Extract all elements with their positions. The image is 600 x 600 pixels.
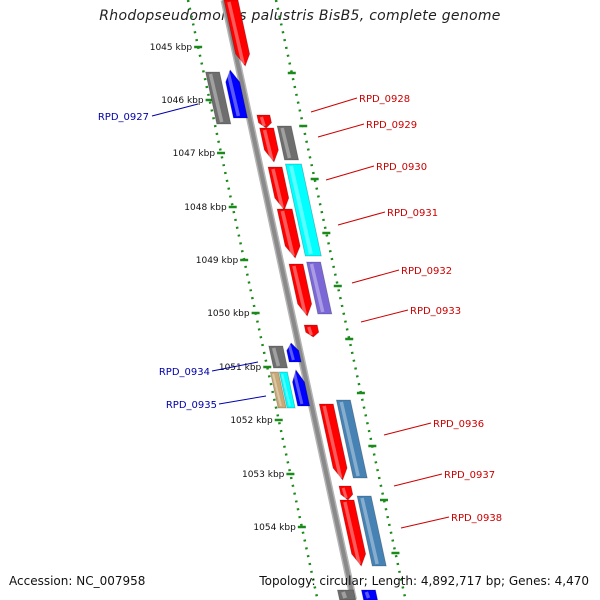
gene-label: RPD_0932 bbox=[401, 266, 452, 277]
gene-arrow bbox=[268, 345, 288, 369]
scale-label: 1047 kbp bbox=[173, 149, 216, 159]
gene-highlight bbox=[289, 165, 313, 255]
gene-label: RPD_0931 bbox=[387, 208, 438, 219]
gene-highlight bbox=[364, 591, 371, 599]
gene-leader-line bbox=[218, 395, 267, 405]
gene-highlight bbox=[208, 73, 224, 123]
gene-arrow bbox=[318, 403, 348, 481]
gene-highlight bbox=[227, 1, 245, 65]
gene-label: RPD_0937 bbox=[444, 470, 495, 481]
gene-arrow bbox=[259, 127, 279, 163]
gene-arrow bbox=[356, 495, 387, 567]
gene-leader-line bbox=[400, 516, 450, 529]
gene-highlight bbox=[271, 347, 281, 367]
scale-line-right bbox=[274, 0, 407, 600]
gene-leader-line bbox=[337, 211, 386, 226]
gene-arrow bbox=[269, 371, 287, 409]
gene-highlight bbox=[309, 263, 325, 313]
map-title: Rhodopseudomonas palustris BisB5, comple… bbox=[99, 8, 501, 24]
gene-leader-line bbox=[310, 97, 358, 113]
gene-highlight bbox=[259, 116, 266, 127]
gene-highlight bbox=[292, 371, 304, 405]
gene-arrow bbox=[276, 125, 300, 161]
gene-arrow bbox=[336, 589, 357, 600]
gene-leader-line bbox=[360, 309, 409, 323]
gene-arrow bbox=[225, 69, 248, 119]
scale-label: 1054 kbp bbox=[253, 523, 296, 533]
topology-text: Topology: circular; Length: 4,892,717 bp… bbox=[259, 574, 589, 588]
gene-leader-line bbox=[151, 103, 199, 117]
gene-highlight bbox=[280, 127, 292, 159]
gene-highlight bbox=[341, 487, 348, 499]
gene-highlight bbox=[343, 501, 361, 565]
gene-highlight bbox=[341, 591, 348, 599]
gene-label: RPD_0927 bbox=[98, 112, 149, 123]
gene-label: RPD_0934 bbox=[159, 367, 210, 378]
gene-arrow bbox=[205, 71, 232, 125]
gene-arrow bbox=[339, 499, 367, 567]
gene-highlight bbox=[281, 373, 291, 407]
backbone bbox=[222, 0, 356, 600]
gene-label: RPD_0938 bbox=[451, 513, 502, 524]
gene-arrow bbox=[286, 342, 302, 363]
gene-leader-line bbox=[325, 165, 375, 181]
gene-highlight bbox=[287, 344, 295, 361]
scale-label: 1048 kbp bbox=[184, 203, 227, 213]
gene-arrow bbox=[303, 324, 320, 338]
gene-arrow bbox=[278, 371, 296, 409]
scale-label: 1053 kbp bbox=[242, 470, 285, 480]
gene-highlight bbox=[280, 210, 295, 257]
gene-arrow bbox=[276, 208, 301, 259]
gene-highlight bbox=[360, 497, 379, 565]
gene-leader-line bbox=[393, 473, 443, 487]
gene-arrow bbox=[335, 399, 368, 479]
gene-highlight bbox=[262, 129, 274, 161]
accession-text: Accession: NC_007958 bbox=[9, 574, 146, 588]
gene-highlight bbox=[322, 405, 343, 479]
scale-label: 1045 kbp bbox=[150, 43, 193, 53]
gene-leader-line bbox=[211, 361, 259, 372]
gene-arrow bbox=[306, 261, 333, 315]
gene-highlight bbox=[307, 326, 313, 336]
gene-label: RPD_0935 bbox=[166, 400, 217, 411]
gene-label: RPD_0929 bbox=[366, 120, 417, 131]
gene-label: RPD_0936 bbox=[433, 419, 484, 430]
gene-arrow bbox=[256, 114, 272, 129]
gene-label: RPD_0928 bbox=[359, 94, 410, 105]
gene-arrow bbox=[267, 166, 290, 211]
gene-label: RPD_0930 bbox=[376, 162, 427, 173]
gene-arrow bbox=[284, 163, 322, 257]
gene-arrow bbox=[360, 589, 379, 600]
gene-arrow bbox=[292, 369, 311, 407]
gene-highlight bbox=[292, 265, 307, 315]
gene-highlight bbox=[226, 71, 241, 117]
scale-label: 1052 kbp bbox=[230, 416, 273, 426]
gene-arrow bbox=[223, 0, 251, 67]
gene-highlight bbox=[271, 168, 284, 209]
gene-highlight bbox=[339, 401, 360, 477]
scale-label: 1046 kbp bbox=[161, 96, 204, 106]
scale-label: 1051 kbp bbox=[219, 363, 262, 373]
gene-highlight bbox=[272, 373, 282, 407]
scale-label: 1050 kbp bbox=[207, 309, 250, 319]
gene-arrow bbox=[338, 485, 354, 501]
gene-leader-line bbox=[383, 422, 432, 436]
gene-arrow bbox=[288, 263, 313, 317]
gene-leader-line bbox=[317, 123, 365, 138]
gene-leader-line bbox=[351, 269, 400, 284]
scale-label: 1049 kbp bbox=[196, 256, 239, 266]
gene-label: RPD_0933 bbox=[410, 306, 461, 317]
